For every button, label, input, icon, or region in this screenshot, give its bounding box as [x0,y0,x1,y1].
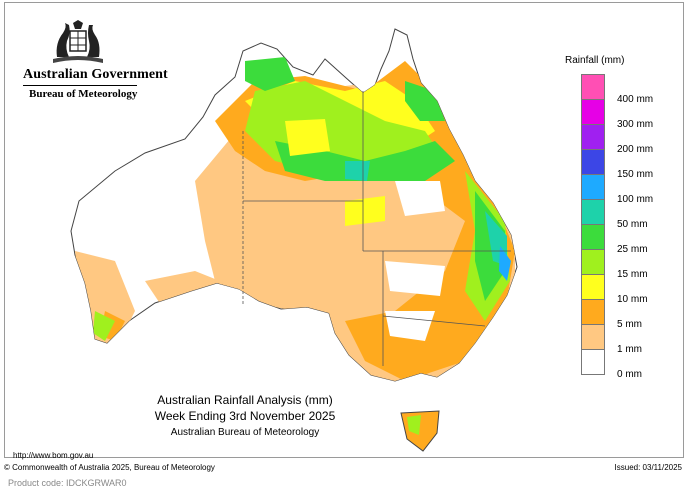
legend-label: 300 mm [617,119,654,130]
legend-swatch [581,199,605,225]
bureau-title: Bureau of Meteorology [29,88,138,100]
map-frame: Australian Government Bureau of Meteorol… [4,2,684,460]
legend-swatch [581,149,605,175]
legend-label: 400 mm [617,94,654,105]
legend-swatch [581,224,605,250]
legend-label: 150 mm [617,169,654,180]
legend-swatch [581,274,605,300]
legend-label: 200 mm [617,144,654,155]
legend-swatch [581,174,605,200]
rainfall-map [70,28,518,452]
rainfall-legend [581,74,605,375]
legend-label: 15 mm [617,269,648,280]
legend-label: 100 mm [617,194,654,205]
copyright-notice: © Commonwealth of Australia 2025, Bureau… [4,463,215,472]
legend-label: 25 mm [617,244,648,255]
bom-url[interactable]: http://www.bom.gov.au [13,451,94,460]
legend-swatch [581,299,605,325]
legend-label: 50 mm [617,219,648,230]
legend-label: 10 mm [617,294,648,305]
government-title: Australian Government [23,67,168,82]
legend-swatch [581,124,605,150]
legend-swatch [581,324,605,350]
legend-label: 1 mm [617,344,642,355]
legend-swatch [581,349,605,375]
legend-swatch [581,74,605,100]
legend-title: Rainfall (mm) [565,55,625,66]
legend-label: 5 mm [617,319,642,330]
legend-swatch [581,99,605,125]
issued-date: Issued: 03/11/2025 [614,463,682,472]
legend-swatch [581,249,605,275]
map-credit: Australian Bureau of Meteorology [170,427,320,438]
title-divider [23,85,137,86]
product-code: Product code: IDCKGRWAR0 [8,478,127,488]
coat-of-arms-icon [53,20,103,63]
map-title: Australian Rainfall Analysis (mm) [157,393,333,407]
legend-label: 0 mm [617,369,642,380]
map-subtitle: Week Ending 3rd November 2025 [154,409,336,423]
